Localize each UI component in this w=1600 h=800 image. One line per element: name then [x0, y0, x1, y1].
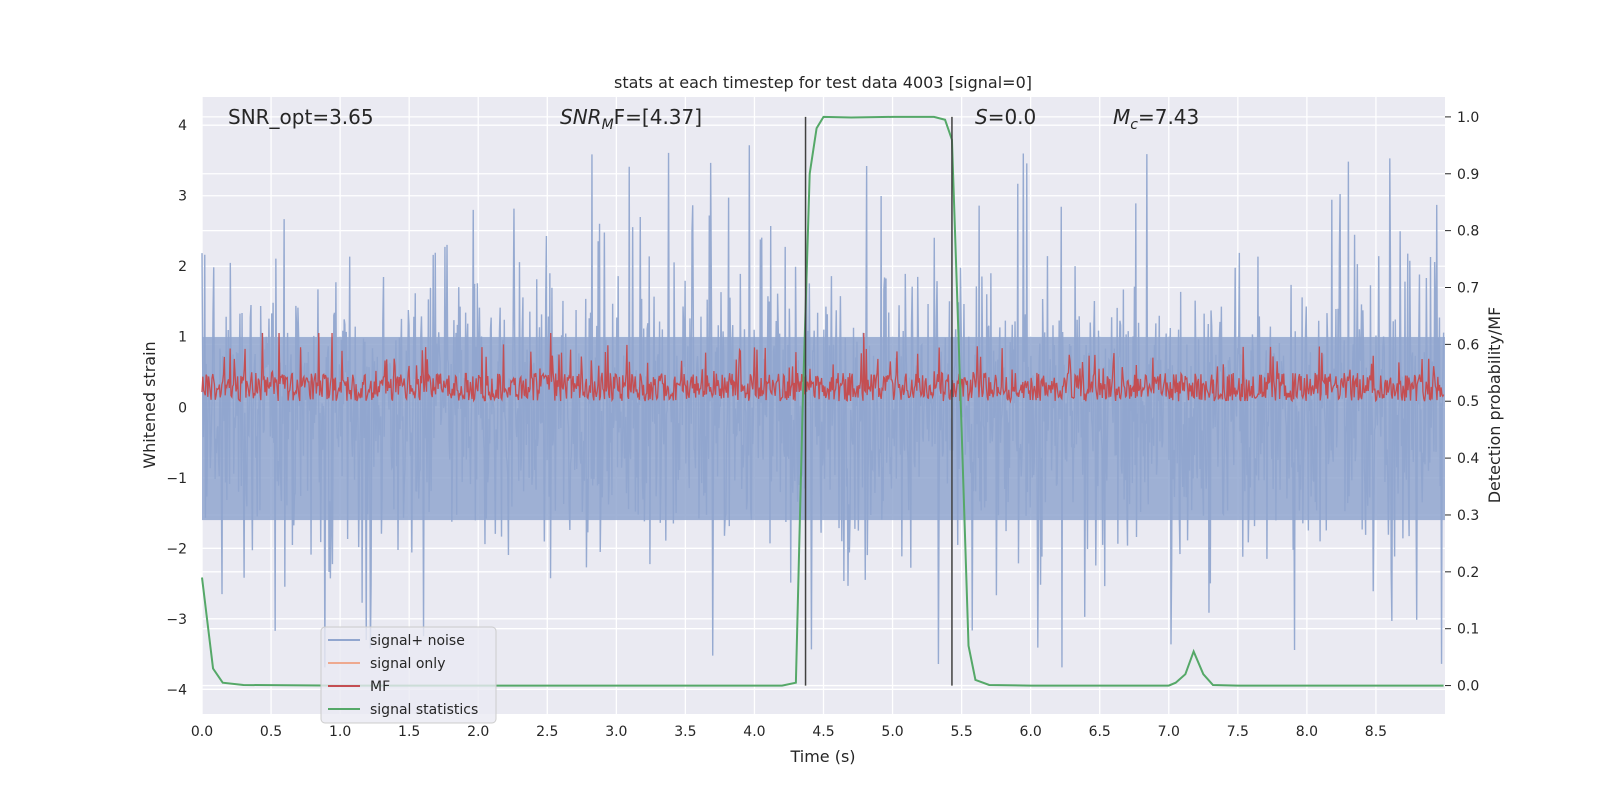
y-right-axis-ticks: 0.0 0.1 0.2 0.3 0.4 0.5 0.6 0.7 0.8 0.9 1.0 — [1445, 110, 1479, 695]
x-tick-label: 6.5 — [1089, 724, 1111, 740]
y-right-tick-label: 0.7 — [1457, 281, 1479, 297]
y-right-tick-label: 0.1 — [1457, 622, 1479, 638]
snr-mf-annotation: SNRMF=[4.37] — [560, 105, 702, 133]
y-left-axis-ticks: −4 −3 −2 −1 0 1 2 3 4 — [166, 118, 187, 698]
x-tick-label: 3.5 — [674, 724, 696, 740]
x-tick-label: 3.0 — [605, 724, 627, 740]
y-right-tick-label: 0.4 — [1457, 451, 1479, 467]
snr-mf-rest: F=[4.37] — [614, 105, 702, 129]
snr-mf-sub: M — [602, 117, 614, 133]
y-right-tick-label: 0.6 — [1457, 337, 1479, 353]
mf-series — [201, 332, 1445, 404]
x-tick-label: 1.5 — [398, 724, 420, 740]
y-right-tick-label: 0.0 — [1457, 679, 1479, 695]
x-tick-label: 4.0 — [743, 724, 765, 740]
y-left-tick-label: −3 — [166, 612, 187, 628]
legend-mf-label: MF — [370, 679, 390, 695]
y-left-tick-label: 2 — [178, 259, 187, 275]
signal-statistics-series — [201, 115, 1444, 687]
y-left-axis-label: Whitened strain — [140, 341, 159, 468]
y-right-axis-label: Detection probability/MF — [1485, 307, 1504, 504]
mc-sub: c — [1130, 117, 1138, 133]
chart-title: stats at each timestep for test data 400… — [614, 73, 1032, 92]
x-tick-label: 7.0 — [1158, 724, 1180, 740]
mc-base: M — [1113, 105, 1130, 129]
y-right-tick-label: 0.5 — [1457, 394, 1479, 410]
signal-statistics-line — [201, 115, 1444, 687]
y-left-tick-label: −1 — [166, 471, 187, 487]
mc-rest: =7.43 — [1138, 105, 1199, 129]
y-left-tick-label: −4 — [166, 682, 187, 698]
mf-line — [201, 332, 1445, 404]
x-tick-label: 4.5 — [812, 724, 834, 740]
mc-annotation: Mc=7.43 — [1113, 105, 1199, 133]
x-tick-label: 0.0 — [191, 724, 213, 740]
legend-stats-label: signal statistics — [370, 702, 478, 718]
vertical-markers — [804, 116, 953, 686]
y-left-tick-label: 3 — [178, 189, 187, 205]
x-tick-label: 2.5 — [536, 724, 558, 740]
legend-noise-label: signal+ noise — [370, 633, 465, 649]
x-tick-label: 2.0 — [467, 724, 489, 740]
y-left-tick-label: 0 — [178, 400, 187, 416]
x-tick-label: 0.5 — [260, 724, 282, 740]
y-left-tick-label: −2 — [166, 541, 187, 557]
legend-box — [320, 626, 497, 724]
x-tick-label: 5.5 — [950, 724, 972, 740]
s-rest: =0.0 — [988, 105, 1037, 129]
y-right-tick-label: 0.2 — [1457, 565, 1479, 581]
x-tick-label: 1.0 — [329, 724, 351, 740]
legend-signal-label: signal only — [370, 656, 445, 672]
signal-noise-core-band — [202, 336, 1445, 521]
y-right-tick-label: 0.8 — [1457, 224, 1479, 240]
y-right-tick-label: 1.0 — [1457, 110, 1479, 126]
snr-mf-base: SNR — [560, 105, 602, 129]
snr-opt-annotation: SNR_opt=3.65 — [228, 105, 374, 129]
y-right-tick-label: 0.9 — [1457, 167, 1479, 183]
y-left-tick-label: 1 — [178, 330, 187, 346]
legend: signal+ noise signal only MF signal stat… — [320, 626, 497, 724]
x-tick-label: 8.5 — [1365, 724, 1387, 740]
x-axis-ticks: 0.0 0.5 1.0 1.5 2.0 2.5 3.0 3.5 4.0 4.5 5.0 5.5 6.0 6… — [191, 724, 1387, 740]
y-right-tick-label: 0.3 — [1457, 508, 1479, 524]
x-tick-label: 8.0 — [1296, 724, 1318, 740]
x-tick-label: 6.0 — [1020, 724, 1042, 740]
s-italic: S — [975, 105, 988, 129]
x-tick-label: 5.0 — [881, 724, 903, 740]
x-tick-label: 7.5 — [1227, 724, 1249, 740]
s-annotation: S=0.0 — [975, 105, 1036, 129]
x-axis-label: Time (s) — [789, 747, 855, 766]
y-left-tick-label: 4 — [178, 118, 187, 134]
